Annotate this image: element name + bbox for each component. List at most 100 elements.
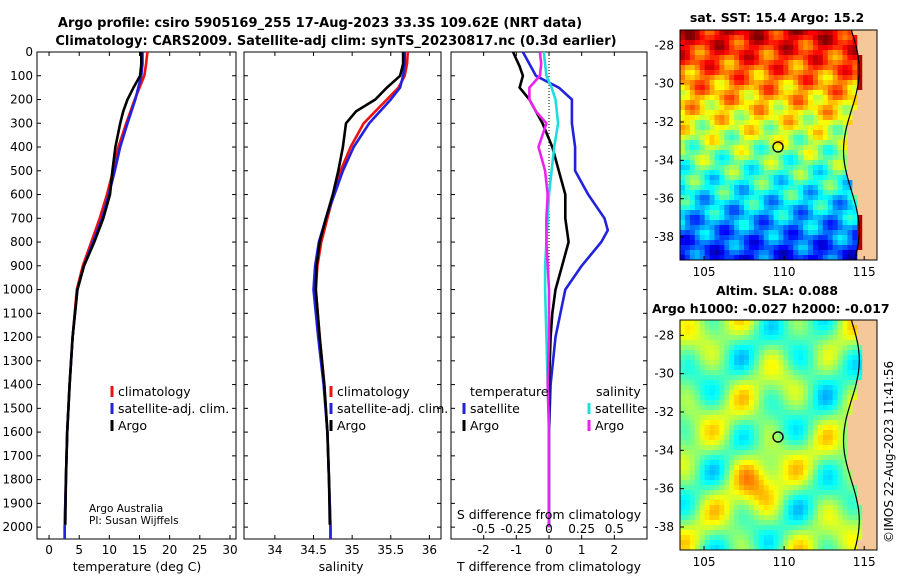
map-cell [758, 415, 765, 421]
map-cell [827, 250, 834, 256]
map-cell [684, 195, 691, 201]
map-cell [847, 535, 853, 541]
map-cell [773, 475, 779, 481]
map-cell [808, 210, 814, 216]
map-cell [684, 465, 691, 471]
map-cell [739, 40, 745, 46]
map-cell [857, 155, 863, 161]
map-cell [822, 425, 829, 431]
map-cell [803, 35, 809, 41]
map-cell [827, 90, 834, 96]
map-cell [744, 370, 750, 376]
map-cell [842, 45, 848, 51]
map-cell [734, 535, 740, 541]
map-cell [719, 215, 725, 221]
map-cell [724, 410, 730, 416]
map-cell [803, 150, 809, 156]
map-cell [827, 455, 834, 461]
map-cell [729, 350, 735, 356]
map-cell [689, 180, 696, 186]
map-cell [862, 345, 868, 351]
map-cell [822, 245, 829, 251]
map-cell [704, 130, 710, 136]
credit-line2: PI: Susan Wijffels [89, 515, 179, 527]
map-cell [684, 525, 691, 531]
map-cell [832, 320, 838, 326]
map-cell [778, 200, 784, 206]
x-tick-label: -1 [510, 543, 522, 557]
map-cell [699, 210, 706, 216]
map-cell [798, 125, 804, 131]
map-cell [719, 405, 725, 411]
map-cell [783, 415, 789, 421]
map-cell [778, 230, 784, 236]
map-cell [744, 65, 750, 71]
map-cell [714, 110, 720, 116]
map-cell [729, 475, 735, 481]
map-cell [817, 95, 824, 101]
map-cell [822, 405, 829, 411]
map-cell [852, 520, 858, 526]
map-cell [704, 450, 710, 456]
map-cell [842, 390, 848, 396]
map-cell [714, 400, 720, 406]
map-cell [808, 370, 814, 376]
map-cell [689, 430, 696, 436]
map-cell [783, 485, 789, 491]
map-cell [857, 225, 863, 231]
map-cell [808, 450, 814, 456]
map-cell [709, 250, 715, 256]
map-cell [788, 420, 794, 426]
map-cell [724, 120, 730, 126]
map-cell [822, 30, 829, 36]
map-cell [709, 95, 715, 101]
map-cell [694, 375, 701, 381]
map-cell [773, 70, 779, 76]
map-cell [832, 485, 838, 491]
map-cell [778, 360, 784, 366]
map-cell [748, 435, 755, 441]
map-cell [734, 185, 740, 191]
map-cell [753, 410, 760, 416]
map-cell [704, 100, 710, 106]
map-cell [817, 120, 824, 126]
map-cell [734, 520, 740, 526]
map-cell [719, 365, 725, 371]
map-cell [729, 455, 735, 461]
map-cell [847, 385, 853, 391]
map-cell [763, 510, 770, 516]
map-cell [832, 355, 838, 361]
map-cell [857, 470, 863, 476]
map-cell [709, 210, 715, 216]
map-cell [763, 155, 770, 161]
map-cell [842, 365, 848, 371]
map-cell [778, 540, 784, 546]
map-cell [808, 105, 814, 111]
map-cell [817, 160, 824, 166]
map-cell [724, 335, 730, 341]
map-cell [704, 115, 710, 121]
map-cell [734, 470, 740, 476]
map-cell [744, 500, 750, 506]
map-cell [748, 455, 755, 461]
map-cell [832, 435, 838, 441]
map-cell [719, 250, 725, 256]
map-cell [684, 40, 691, 46]
diff-legend-temperature-title: temperature [470, 384, 549, 399]
map-cell [734, 490, 740, 496]
map-cell [832, 205, 838, 211]
map-cell [744, 130, 750, 136]
map-cell [739, 175, 745, 181]
map-cell [837, 400, 843, 406]
map-cell [719, 440, 725, 446]
map-cell [768, 210, 774, 216]
map-cell [798, 175, 804, 181]
map-cell [817, 340, 824, 346]
map-cell [847, 55, 853, 61]
map-cell [847, 355, 853, 361]
map-cell [783, 210, 789, 216]
map-cell [872, 495, 878, 501]
map-cell [842, 330, 848, 336]
map-cell [763, 460, 770, 466]
map-cell [694, 470, 701, 476]
